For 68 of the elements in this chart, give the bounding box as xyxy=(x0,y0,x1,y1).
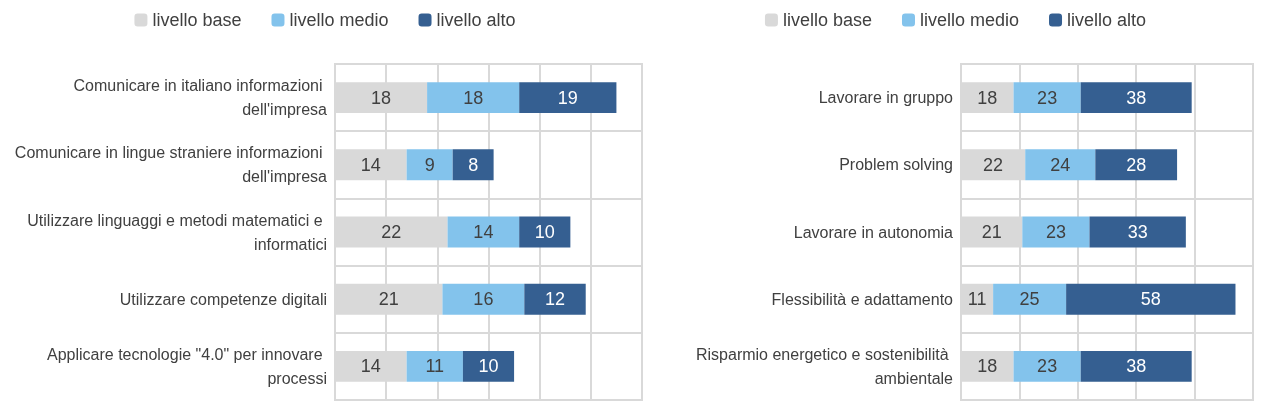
bar xyxy=(452,149,494,181)
y-tick-label: Applicare tecnologie "4.0" per innovare processi xyxy=(47,345,327,387)
data-label: 10 xyxy=(534,222,555,242)
legend-label: livello alto xyxy=(1067,10,1147,30)
data-label: 16 xyxy=(473,289,494,310)
bar xyxy=(1013,350,1081,382)
data-label: 18 xyxy=(463,87,484,108)
bar xyxy=(1080,82,1192,114)
data-label: 14 xyxy=(360,356,381,377)
data-label: 38 xyxy=(1126,356,1147,377)
y-tick-label: Utilizzare linguaggi e metodi matematici e informatici xyxy=(27,211,327,253)
legend-label: livello base xyxy=(782,10,872,30)
data-label: 28 xyxy=(1126,154,1147,175)
data-label: 18 xyxy=(371,87,392,108)
data-label: 11 xyxy=(425,356,445,377)
data-label: 14 xyxy=(473,222,494,242)
bar xyxy=(1022,216,1090,248)
y-tick-label: Flessibilità e adattamento xyxy=(771,290,954,308)
bar xyxy=(1095,149,1178,181)
bar xyxy=(1066,283,1236,315)
data-label: 22 xyxy=(381,222,402,242)
data-label: 58 xyxy=(1140,289,1161,310)
legend-label: livello alto xyxy=(436,10,516,30)
bar xyxy=(993,283,1067,315)
bar xyxy=(1025,149,1096,181)
legend-label: livello medio xyxy=(289,10,389,30)
y-tick-label: Problem solving xyxy=(839,156,953,174)
data-label: 19 xyxy=(557,87,578,108)
data-label: 24 xyxy=(1050,154,1071,175)
bar xyxy=(524,283,586,315)
data-label: 23 xyxy=(1037,87,1058,108)
y-tick-label: Lavorare in gruppo xyxy=(818,89,954,107)
bar xyxy=(961,283,994,315)
data-label: 25 xyxy=(1019,289,1040,310)
data-label: 21 xyxy=(378,289,399,310)
y-tick-label: Comunicare in lingue straniere informazioni dell'impresa xyxy=(14,144,328,186)
bar xyxy=(406,149,453,181)
bar xyxy=(961,350,1014,382)
data-label: 33 xyxy=(1127,222,1148,242)
bar xyxy=(427,82,520,114)
bar xyxy=(447,216,520,248)
data-label: 11 xyxy=(967,289,987,310)
bar xyxy=(1089,216,1186,248)
bar xyxy=(406,350,463,382)
data-label: 18 xyxy=(977,356,998,377)
data-label: 9 xyxy=(424,154,435,175)
data-label: 23 xyxy=(1037,356,1058,377)
data-label: 23 xyxy=(1045,222,1066,242)
y-tick-label: Utilizzare competenze digitali xyxy=(119,290,327,308)
y-tick-label: Risparmio energetico e sostenibilità ambientale xyxy=(695,345,954,387)
legend-label: livello medio xyxy=(919,10,1020,30)
data-label: 22 xyxy=(983,154,1004,175)
data-label: 8 xyxy=(468,154,479,175)
bar xyxy=(961,82,1014,114)
bar xyxy=(462,350,515,382)
y-tick-label: Comunicare in italiano informazioni dell'impresa xyxy=(73,77,328,119)
bar xyxy=(1080,350,1192,382)
legend-label: livello base xyxy=(152,10,242,30)
bar xyxy=(1013,82,1081,114)
data-label: 12 xyxy=(545,289,566,310)
y-tick-label: Lavorare in autonomia xyxy=(793,223,954,241)
bar xyxy=(519,82,617,114)
data-label: 38 xyxy=(1126,87,1147,108)
data-label: 21 xyxy=(981,222,1002,242)
data-label: 14 xyxy=(360,154,381,175)
bar xyxy=(442,283,525,315)
data-label: 18 xyxy=(977,87,998,108)
data-label: 10 xyxy=(478,356,499,377)
